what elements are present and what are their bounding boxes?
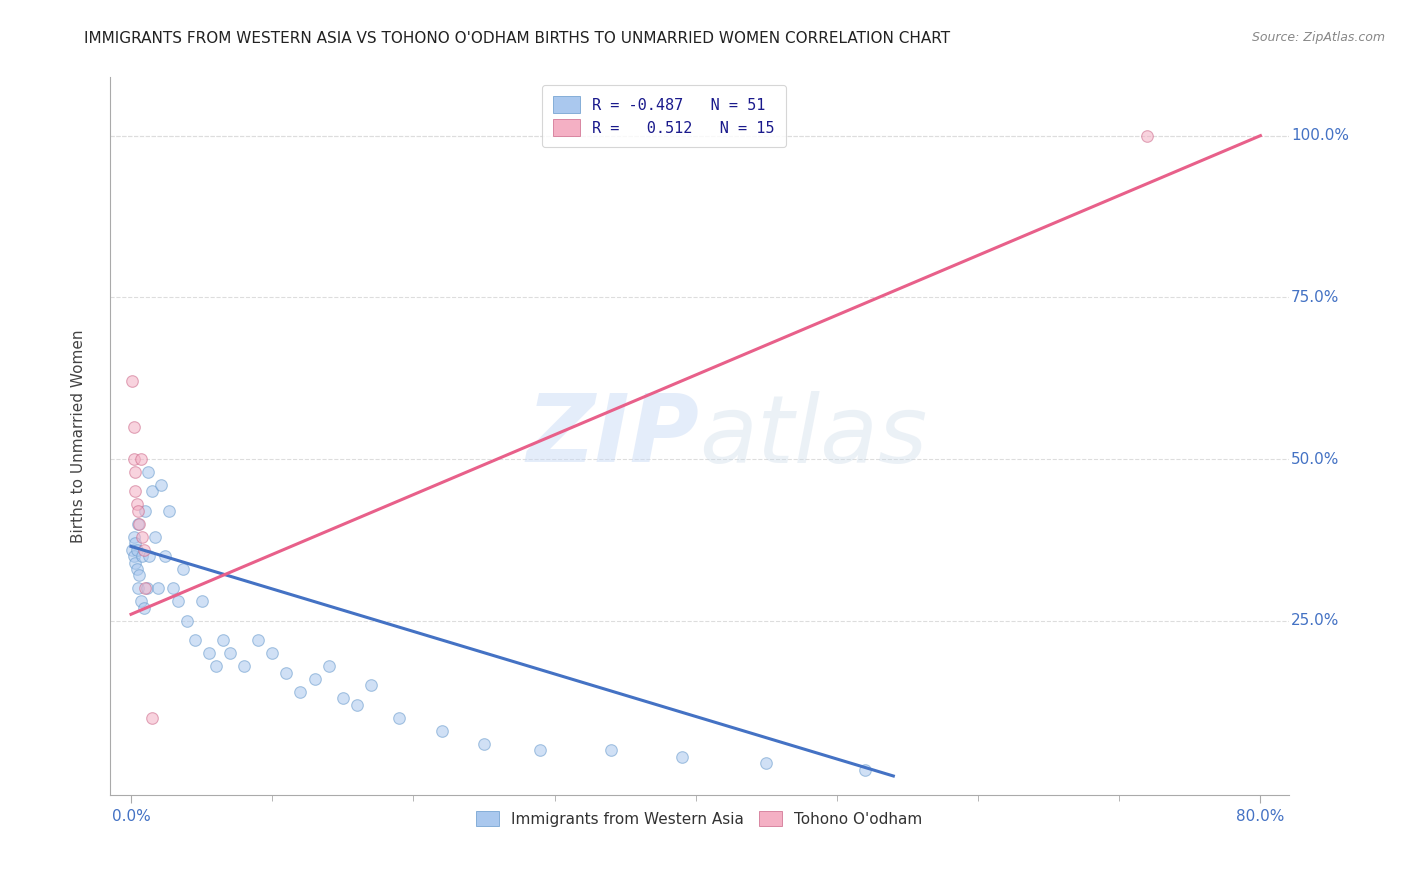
Text: IMMIGRANTS FROM WESTERN ASIA VS TOHONO O'ODHAM BIRTHS TO UNMARRIED WOMEN CORRELA: IMMIGRANTS FROM WESTERN ASIA VS TOHONO O…: [84, 31, 950, 46]
Text: 50.0%: 50.0%: [1291, 451, 1340, 467]
Point: [671, 749, 693, 764]
Point: [124, 465, 146, 479]
Point: [172, 562, 194, 576]
Point: [138, 549, 160, 563]
Point: [127, 582, 149, 596]
Point: [218, 646, 240, 660]
Point: [247, 633, 270, 648]
Point: [262, 646, 284, 660]
Point: [183, 633, 205, 648]
Point: [153, 549, 176, 563]
Point: [129, 594, 152, 608]
Point: [755, 756, 778, 770]
Point: [124, 556, 146, 570]
Point: [122, 530, 145, 544]
Point: [332, 691, 354, 706]
Point: [211, 633, 233, 648]
Point: [290, 685, 312, 699]
Point: [529, 743, 551, 757]
Point: [360, 678, 382, 692]
Text: atlas: atlas: [699, 391, 928, 482]
Point: [318, 659, 340, 673]
Point: [122, 419, 145, 434]
Point: [157, 504, 180, 518]
Point: [600, 743, 623, 757]
Point: [129, 452, 152, 467]
Point: [141, 484, 163, 499]
Point: [853, 763, 876, 777]
Point: [132, 542, 155, 557]
Point: [304, 672, 326, 686]
Point: [134, 504, 156, 518]
Point: [125, 562, 148, 576]
Text: 100.0%: 100.0%: [1291, 128, 1348, 143]
Point: [131, 530, 153, 544]
Point: [162, 582, 184, 596]
Point: [127, 504, 149, 518]
Point: [190, 594, 212, 608]
Point: [131, 549, 153, 563]
Point: [166, 594, 188, 608]
Point: [136, 465, 159, 479]
Point: [149, 478, 172, 492]
Text: Source: ZipAtlas.com: Source: ZipAtlas.com: [1251, 31, 1385, 45]
Point: [122, 452, 145, 467]
Point: [472, 737, 495, 751]
Point: [146, 582, 169, 596]
Text: 25.0%: 25.0%: [1291, 614, 1340, 628]
Point: [127, 516, 149, 531]
Point: [128, 516, 150, 531]
Point: [141, 711, 163, 725]
Point: [132, 600, 155, 615]
Point: [134, 582, 156, 596]
Point: [204, 659, 226, 673]
Point: [346, 698, 368, 712]
Text: ZIP: ZIP: [526, 391, 699, 483]
Point: [122, 549, 145, 563]
Point: [1136, 128, 1159, 143]
Point: [176, 614, 198, 628]
Point: [430, 723, 453, 738]
Point: [124, 536, 146, 550]
Y-axis label: Births to Unmarried Women: Births to Unmarried Women: [72, 330, 86, 543]
Point: [121, 542, 143, 557]
Point: [124, 484, 146, 499]
Point: [128, 568, 150, 582]
Legend: Immigrants from Western Asia, Tohono O'odham: Immigrants from Western Asia, Tohono O'o…: [468, 803, 931, 834]
Point: [233, 659, 256, 673]
Point: [388, 711, 411, 725]
Point: [121, 375, 143, 389]
Point: [143, 530, 166, 544]
Point: [125, 497, 148, 511]
Text: 75.0%: 75.0%: [1291, 290, 1340, 305]
Point: [197, 646, 219, 660]
Point: [125, 542, 148, 557]
Point: [135, 582, 157, 596]
Point: [276, 665, 298, 680]
